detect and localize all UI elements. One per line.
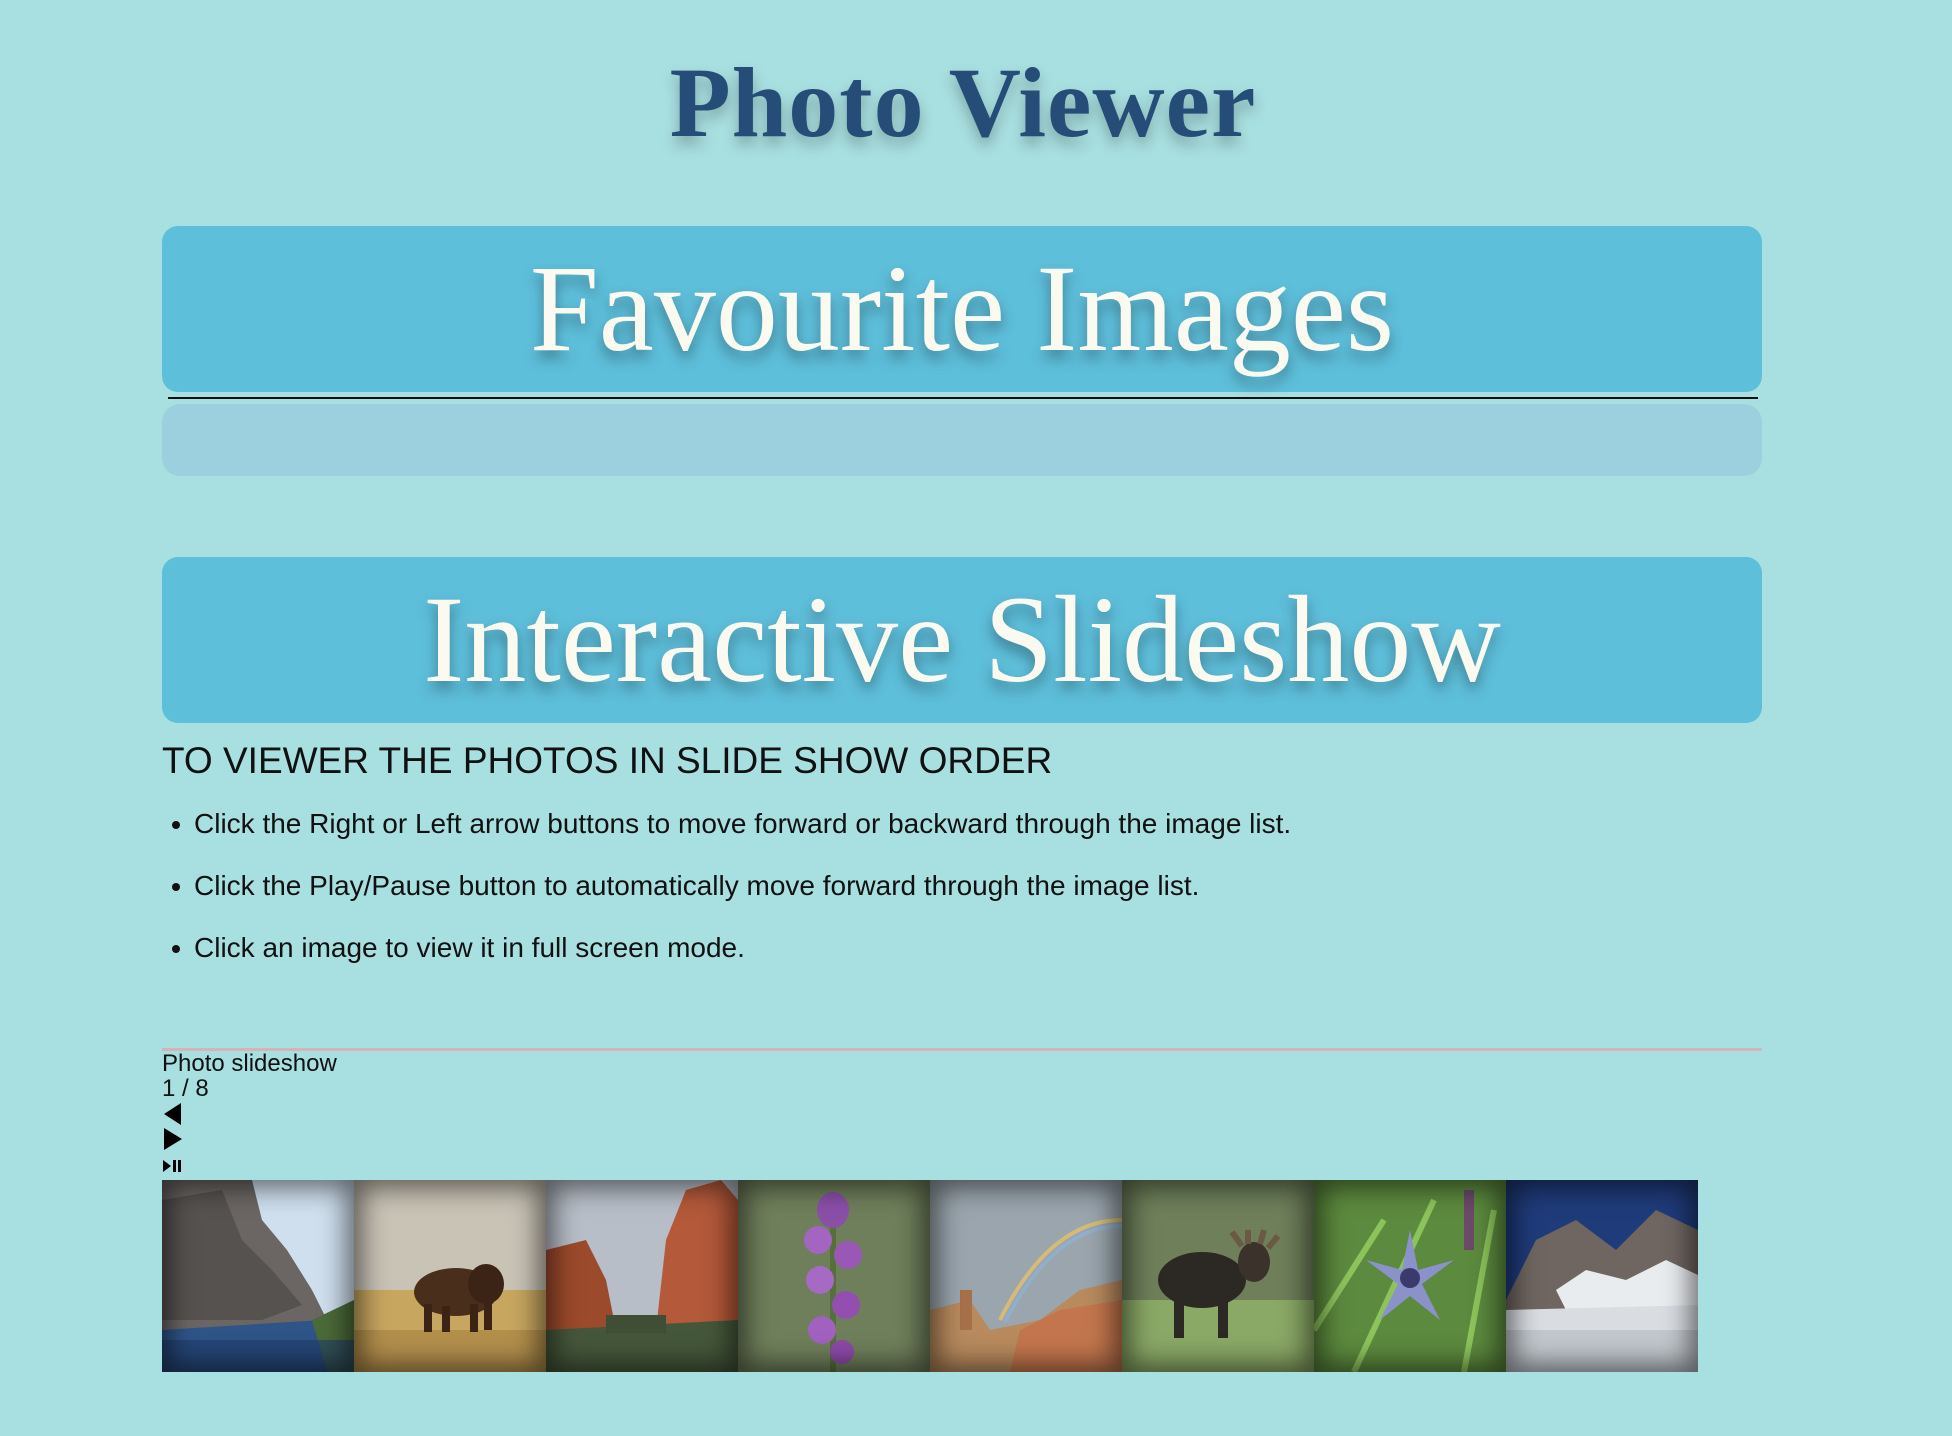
thumbnail-blue-flower[interactable] xyxy=(1314,1180,1506,1372)
arrow-right-icon xyxy=(164,1128,182,1150)
favourite-images-panel xyxy=(162,404,1762,476)
favourite-images-heading: Favourite Images xyxy=(162,226,1762,392)
instruction-item: Click an image to view it in full screen… xyxy=(162,930,1291,992)
bison-photo xyxy=(354,1180,546,1372)
moose-photo xyxy=(1122,1180,1314,1372)
play-pause-icon xyxy=(163,1160,181,1172)
thumbnail-strip xyxy=(162,1180,1698,1372)
slide-counter: 1 / 8 xyxy=(162,1075,209,1102)
previous-button[interactable] xyxy=(162,1102,184,1126)
instruction-item: Click the Play/Pause button to automatic… xyxy=(162,868,1291,930)
instruction-item: Click the Right or Left arrow buttons to… xyxy=(162,806,1291,868)
slideshow-divider xyxy=(162,1048,1762,1051)
red-rocks-photo xyxy=(546,1180,738,1372)
next-button[interactable] xyxy=(162,1127,184,1151)
thumbnail-lake-cliff[interactable] xyxy=(162,1180,354,1372)
thumbnail-bison[interactable] xyxy=(354,1180,546,1372)
purple-orchid-photo xyxy=(738,1180,930,1372)
instructions-list: Click the Right or Left arrow buttons to… xyxy=(162,806,1291,992)
site-title: Photo Viewer xyxy=(669,47,1257,158)
blue-flower-photo xyxy=(1314,1180,1506,1372)
thumbnail-canyon-rainbow[interactable] xyxy=(930,1180,1122,1372)
arrow-left-icon xyxy=(164,1103,181,1125)
slideshow-label: Photo slideshow xyxy=(162,1050,337,1077)
thumbnail-mountain-lake[interactable] xyxy=(1506,1180,1698,1372)
canyon-rainbow-photo xyxy=(930,1180,1122,1372)
interactive-slideshow-heading: Interactive Slideshow xyxy=(162,557,1762,723)
thumbnail-purple-orchid[interactable] xyxy=(738,1180,930,1372)
mountain-lake-photo xyxy=(1506,1180,1698,1372)
thumbnail-red-rocks[interactable] xyxy=(546,1180,738,1372)
play-pause-button[interactable] xyxy=(162,1158,184,1174)
instructions-title: TO VIEWER THE PHOTOS IN SLIDE SHOW ORDER xyxy=(162,740,1053,781)
lake-cliff-photo xyxy=(162,1180,354,1372)
section-rule xyxy=(168,397,1758,399)
thumbnail-moose[interactable] xyxy=(1122,1180,1314,1372)
